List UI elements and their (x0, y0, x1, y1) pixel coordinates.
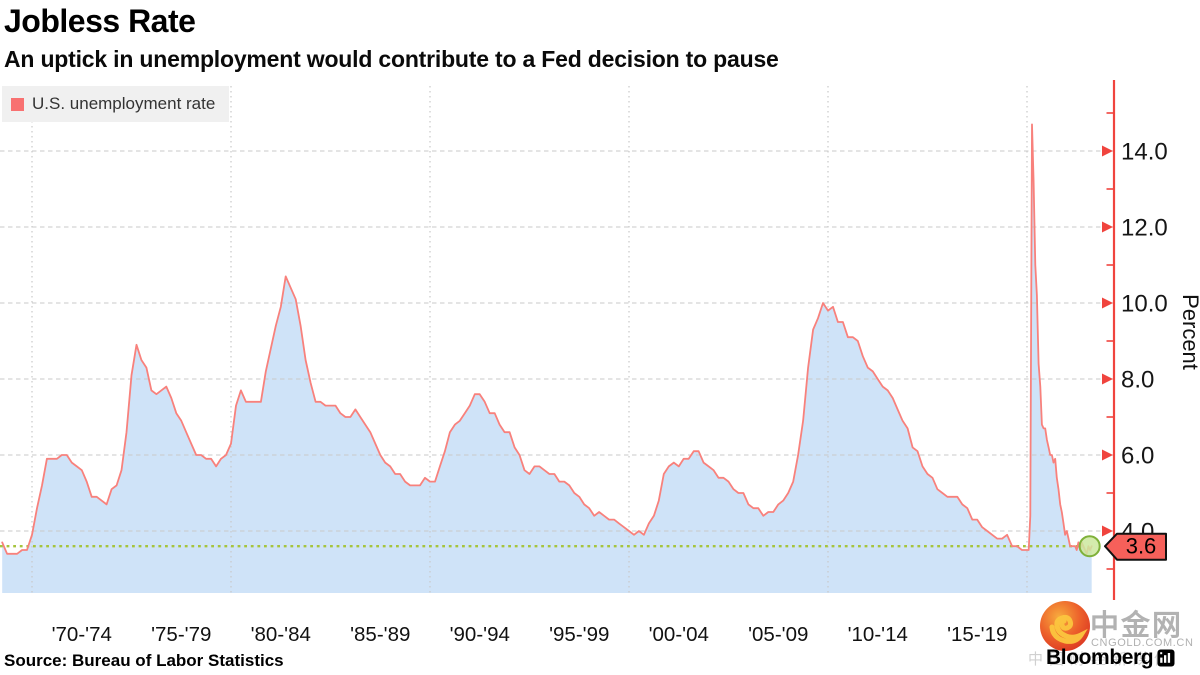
x-tick-label: '05-'09 (748, 623, 808, 646)
x-tick-label: '70-'74 (52, 623, 112, 646)
current-value-marker (1078, 535, 1101, 558)
y-axis-major-tick-arrow (1102, 373, 1113, 385)
legend-swatch-icon (11, 97, 24, 111)
series-line (1, 123, 1093, 555)
y-tick-label: 8.0 (1121, 367, 1154, 394)
x-tick-label: '95-'99 (549, 623, 609, 646)
x-tick-label: '75-'79 (151, 623, 211, 646)
bloomberg-brand: Bloomberg (1046, 646, 1175, 670)
x-tick-label: '80-'84 (251, 623, 311, 646)
current-value-tag (1104, 532, 1167, 561)
x-tick-label: '10-'14 (848, 623, 908, 646)
y-axis-major-tick-arrow (1102, 525, 1113, 537)
page-subtitle: An uptick in unemployment would contribu… (4, 46, 779, 72)
source-credit: Source: Bureau of Labor Statistics (4, 651, 284, 670)
legend-label: U.S. unemployment rate (32, 94, 216, 113)
x-tick-label: '90-'94 (450, 623, 510, 646)
series-area (2, 124, 1092, 594)
y-axis-major-tick-arrow (1102, 221, 1113, 233)
y-tick-label: 10.0 (1121, 291, 1168, 318)
current-value-tag-label: 3.6 (1126, 534, 1157, 559)
y-axis-major-tick-arrow (1102, 449, 1113, 461)
x-tick-label: '85-'89 (350, 623, 410, 646)
y-axis-major-tick-arrow (1102, 297, 1113, 309)
y-tick-label: 12.0 (1121, 215, 1168, 242)
x-tick-label: '00-'04 (649, 623, 709, 646)
bloomberg-logo-icon (1157, 649, 1175, 667)
bloomberg-wordmark: Bloomberg (1046, 646, 1154, 669)
x-tick-label: '15-'19 (947, 623, 1007, 646)
legend: U.S. unemployment rate (2, 86, 230, 122)
y-tick-label: 14.0 (1121, 139, 1168, 166)
y-axis-title: Percent (1178, 294, 1200, 370)
page-title: Jobless Rate (4, 3, 196, 39)
y-tick-label: 6.0 (1121, 443, 1154, 470)
y-axis-major-tick-arrow (1102, 145, 1113, 157)
